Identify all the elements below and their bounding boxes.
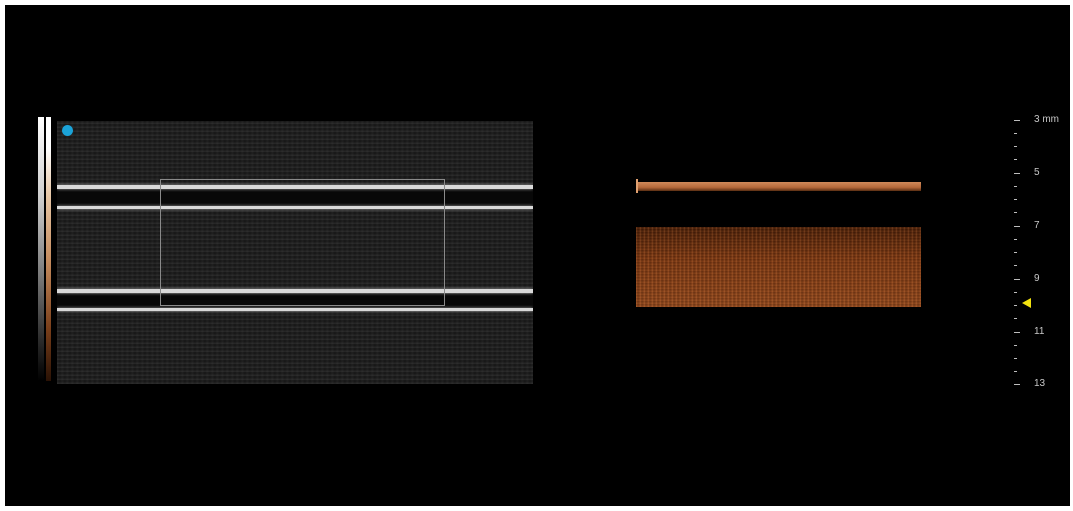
depth-label: 11 [1034,326,1045,337]
depth-tick [1014,226,1020,227]
depth-scale: 3 mm 5 7 9 11 13 [1012,112,1072,392]
depth-tick [1014,332,1020,333]
depth-tick [1014,173,1020,174]
depth-tick [1014,146,1017,147]
b-mode-image[interactable] [57,121,533,384]
depth-tick [1014,212,1017,213]
depth-tick [1014,345,1017,346]
depth-tick [1014,371,1017,372]
vessel-lumen-upper [57,189,533,207]
depth-tick [1014,120,1020,121]
tint-map-bar [46,117,51,381]
tint-tissue-speckle [636,227,921,307]
tissue-tint-image[interactable] [636,179,921,307]
depth-tick [1014,318,1017,319]
tint-image-edge [636,179,638,193]
focus-depth-triangle-icon[interactable] [1022,298,1031,308]
depth-tick [1014,358,1017,359]
speckle-texture [57,121,533,384]
depth-label: 3 mm [1034,114,1059,125]
region-of-interest-box[interactable] [160,179,445,306]
depth-tick [1014,159,1017,160]
depth-label: 7 [1034,220,1040,231]
depth-tick [1014,292,1017,293]
vessel-wall-far-lower [57,308,533,311]
depth-tick [1014,252,1017,253]
depth-tick [1014,239,1017,240]
vessel-wall-far-upper [57,289,533,293]
depth-tick [1014,199,1017,200]
depth-tick [1014,186,1017,187]
depth-tick [1014,305,1017,306]
grayscale-map-bar [38,117,44,381]
tint-vessel-wall [636,182,921,191]
vessel-wall-near-lower [57,206,533,209]
depth-tick [1014,384,1020,385]
probe-orientation-dot-icon [62,125,73,136]
depth-label: 9 [1034,273,1040,284]
vessel-lumen-lower [57,294,533,308]
depth-label: 13 [1034,378,1046,389]
vessel-wall-near-upper [57,185,533,189]
depth-label: 5 [1034,167,1040,178]
depth-tick [1014,265,1017,266]
depth-tick [1014,279,1020,280]
depth-tick [1014,133,1017,134]
